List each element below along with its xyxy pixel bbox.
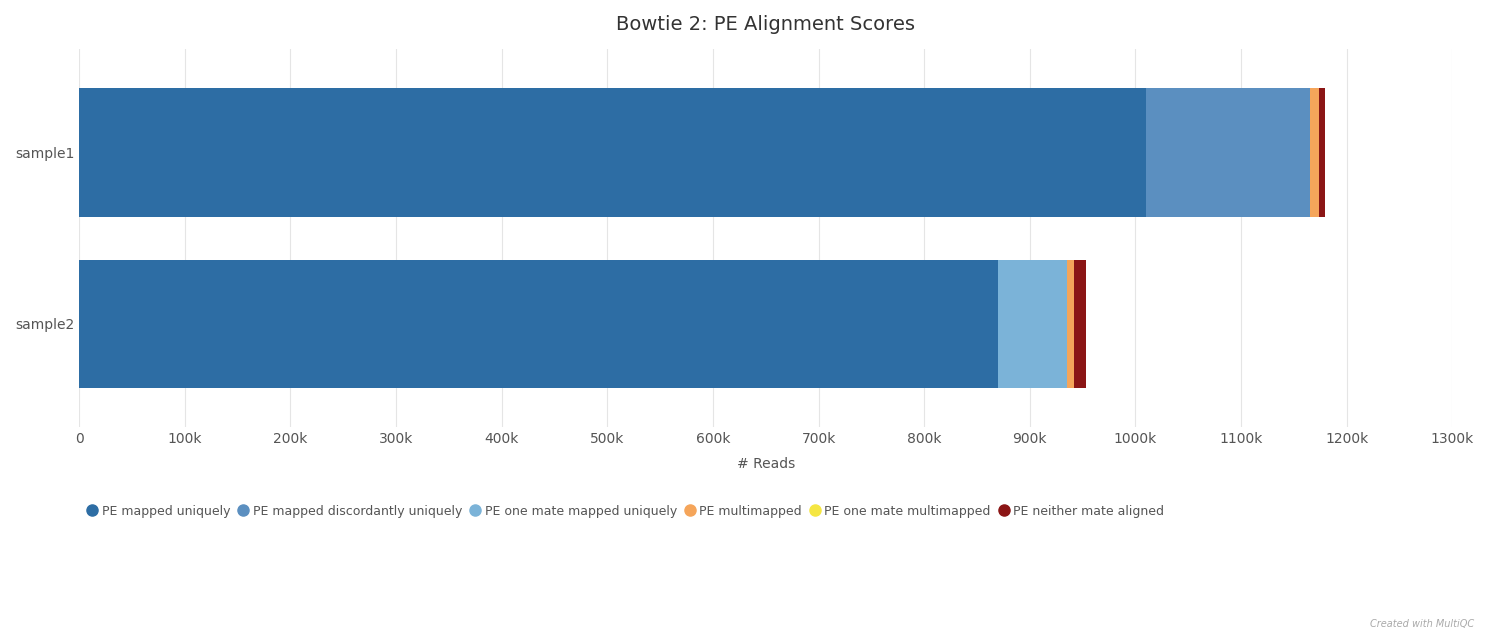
Bar xyxy=(1074,260,1085,388)
Bar xyxy=(79,88,1147,217)
Bar xyxy=(1310,88,1319,217)
X-axis label: # Reads: # Reads xyxy=(737,457,795,471)
Text: Created with MultiQC: Created with MultiQC xyxy=(1370,619,1474,629)
Bar xyxy=(1147,88,1310,217)
Bar xyxy=(998,260,1066,388)
Bar xyxy=(1319,88,1325,217)
Legend: PE mapped uniquely, PE mapped discordantly uniquely, PE one mate mapped uniquely: PE mapped uniquely, PE mapped discordant… xyxy=(85,501,1167,521)
Bar xyxy=(79,260,998,388)
Title: Bowtie 2: PE Alignment Scores: Bowtie 2: PE Alignment Scores xyxy=(616,15,916,34)
Bar xyxy=(1066,260,1074,388)
